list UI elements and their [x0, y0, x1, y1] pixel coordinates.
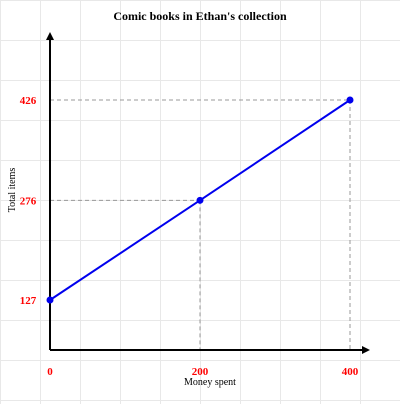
- data-point: [346, 96, 354, 104]
- series-layer: [46, 96, 354, 304]
- y-tick-label: 276: [20, 195, 37, 207]
- y-tick-label: 127: [20, 295, 37, 307]
- data-point: [196, 196, 204, 204]
- x-tick-label: 0: [47, 366, 53, 378]
- data-point: [46, 296, 54, 304]
- x-axis-label: Money spent: [184, 377, 236, 388]
- y-tick-label: 426: [20, 95, 37, 107]
- chart-title: Comic books in Ethan's collection: [113, 9, 287, 23]
- x-tick-label: 200: [192, 366, 209, 378]
- x-tick-label: 400: [342, 366, 359, 378]
- x-axis-arrow-icon: [362, 346, 370, 354]
- y-axis-label: Total items: [7, 168, 18, 213]
- y-axis-arrow-icon: [46, 32, 54, 40]
- tick-labels: 0 200 400 127 276 426: [20, 95, 359, 378]
